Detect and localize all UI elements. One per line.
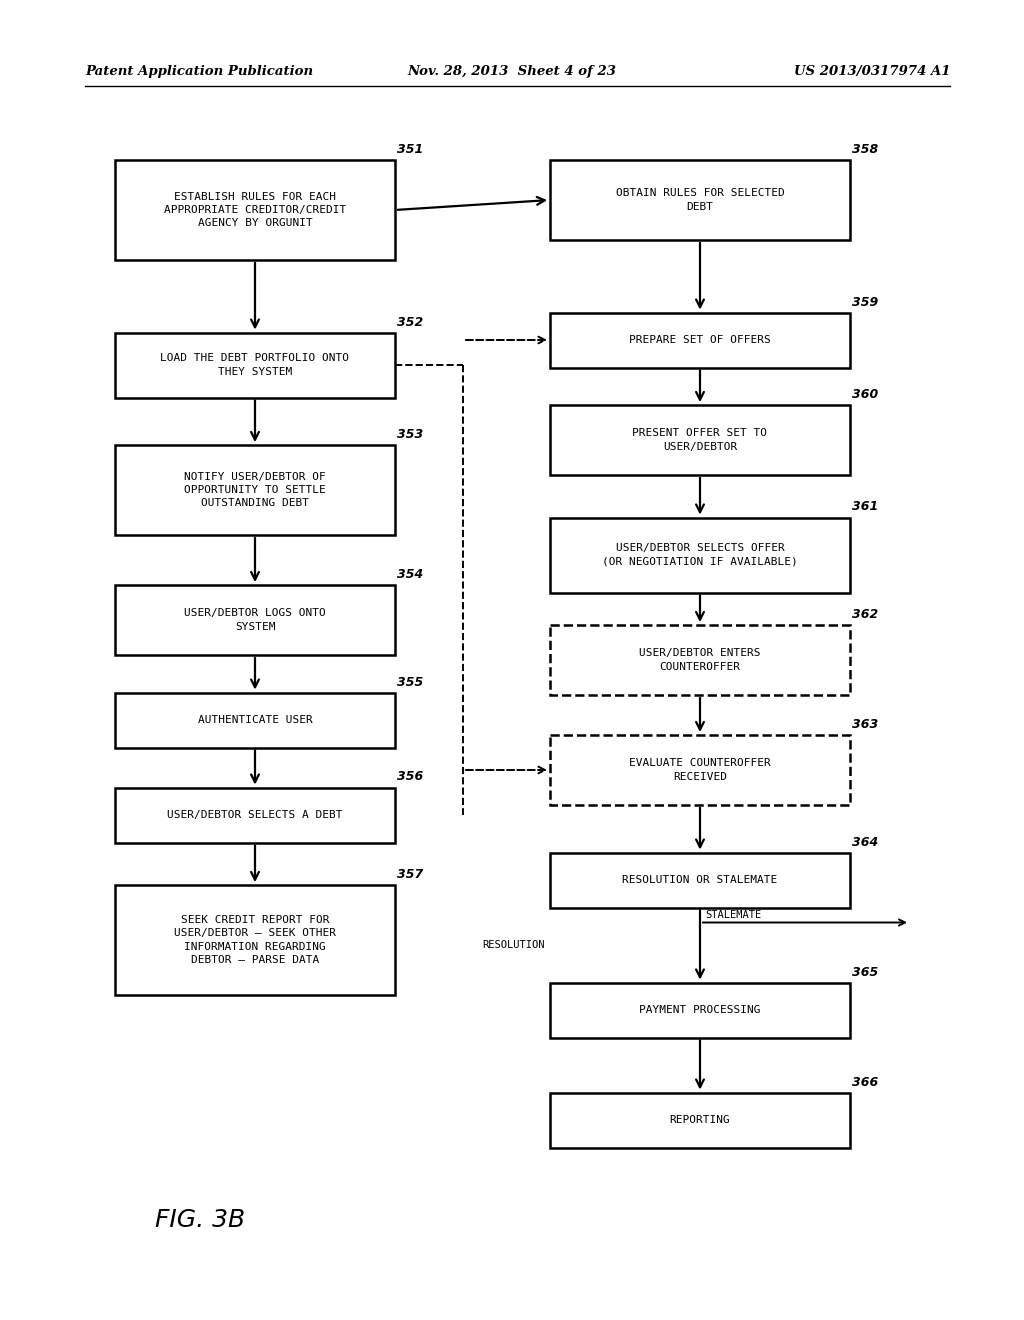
Text: LOAD THE DEBT PORTFOLIO ONTO
THEY SYSTEM: LOAD THE DEBT PORTFOLIO ONTO THEY SYSTEM [161,354,349,376]
Bar [550,624,850,696]
Text: 365: 365 [852,965,879,978]
Text: FIG. 3B: FIG. 3B [155,1208,245,1232]
Text: 366: 366 [852,1076,879,1089]
Text: SEEK CREDIT REPORT FOR
USER/DEBTOR – SEEK OTHER
INFORMATION REGARDING
DEBTOR – P: SEEK CREDIT REPORT FOR USER/DEBTOR – SEE… [174,915,336,965]
Text: 358: 358 [852,143,879,156]
Text: 362: 362 [852,609,879,620]
Bar [550,313,850,367]
Text: OBTAIN RULES FOR SELECTED
DEBT: OBTAIN RULES FOR SELECTED DEBT [615,189,784,211]
Text: 364: 364 [852,836,879,849]
Text: RESOLUTION: RESOLUTION [482,940,545,950]
Bar [550,517,850,593]
Text: 354: 354 [397,568,423,581]
Text: PREPARE SET OF OFFERS: PREPARE SET OF OFFERS [629,335,771,345]
Text: Patent Application Publication: Patent Application Publication [85,66,313,78]
Text: 361: 361 [852,500,879,513]
Text: REPORTING: REPORTING [670,1115,730,1125]
Bar [550,735,850,805]
Text: 359: 359 [852,296,879,309]
Bar [115,160,395,260]
Text: PAYMENT PROCESSING: PAYMENT PROCESSING [639,1005,761,1015]
Bar [115,445,395,535]
Text: NOTIFY USER/DEBTOR OF
OPPORTUNITY TO SETTLE
OUTSTANDING DEBT: NOTIFY USER/DEBTOR OF OPPORTUNITY TO SET… [184,471,326,508]
Bar [115,585,395,655]
Text: 356: 356 [397,771,423,784]
Text: USER/DEBTOR SELECTS OFFER
(OR NEGOTIATION IF AVAILABLE): USER/DEBTOR SELECTS OFFER (OR NEGOTIATIO… [602,544,798,566]
Text: USER/DEBTOR LOGS ONTO
SYSTEM: USER/DEBTOR LOGS ONTO SYSTEM [184,609,326,631]
Bar [115,333,395,397]
Bar [550,853,850,908]
Bar [550,160,850,240]
Text: USER/DEBTOR ENTERS
COUNTEROFFER: USER/DEBTOR ENTERS COUNTEROFFER [639,648,761,672]
Text: AUTHENTICATE USER: AUTHENTICATE USER [198,715,312,725]
Text: 360: 360 [852,388,879,401]
Text: 351: 351 [397,143,423,156]
Bar [115,884,395,995]
Text: EVALUATE COUNTEROFFER
RECEIVED: EVALUATE COUNTEROFFER RECEIVED [629,759,771,781]
Bar [550,1093,850,1147]
Bar [115,693,395,747]
Bar [550,405,850,475]
Text: US 2013/0317974 A1: US 2013/0317974 A1 [794,66,950,78]
Text: PRESENT OFFER SET TO
USER/DEBTOR: PRESENT OFFER SET TO USER/DEBTOR [633,429,768,451]
Text: 352: 352 [397,315,423,329]
Text: 355: 355 [397,676,423,689]
Text: 357: 357 [397,869,423,880]
Text: ESTABLISH RULES FOR EACH
APPROPRIATE CREDITOR/CREDIT
AGENCY BY ORGUNIT: ESTABLISH RULES FOR EACH APPROPRIATE CRE… [164,191,346,228]
Bar [550,982,850,1038]
Text: USER/DEBTOR SELECTS A DEBT: USER/DEBTOR SELECTS A DEBT [167,810,343,820]
Text: 353: 353 [397,428,423,441]
Text: STALEMATE: STALEMATE [705,909,761,920]
Text: Nov. 28, 2013  Sheet 4 of 23: Nov. 28, 2013 Sheet 4 of 23 [408,66,616,78]
Text: RESOLUTION OR STALEMATE: RESOLUTION OR STALEMATE [623,875,777,884]
Text: 363: 363 [852,718,879,731]
Bar [115,788,395,842]
